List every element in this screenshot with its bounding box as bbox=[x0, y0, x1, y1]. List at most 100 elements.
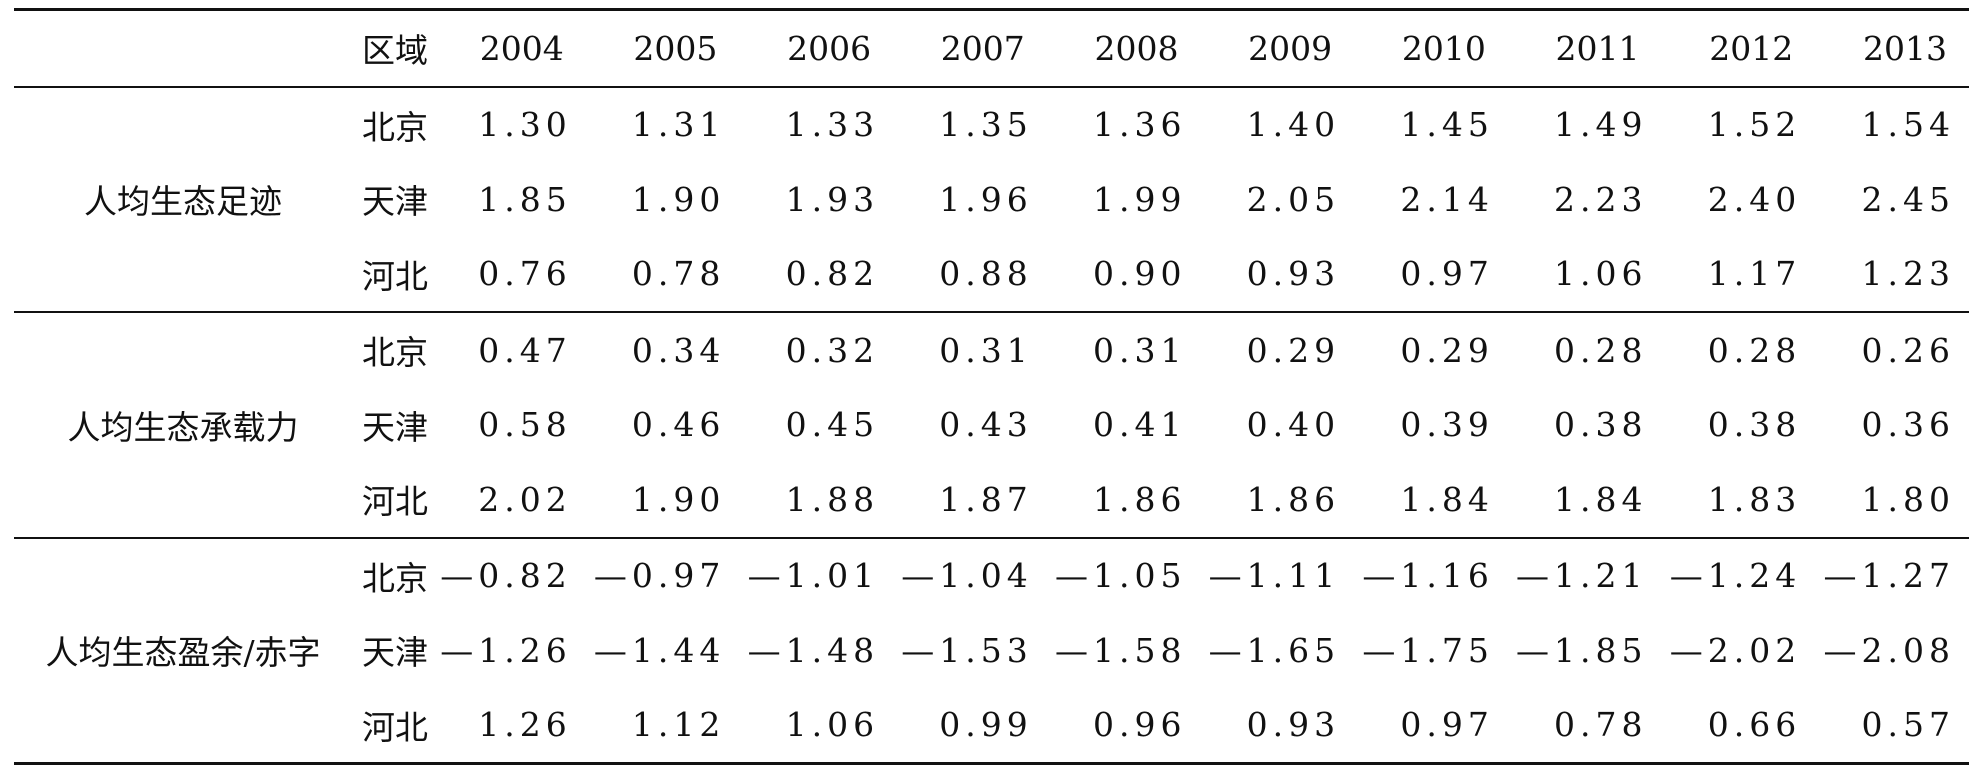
header-year: 2008 bbox=[1094, 28, 1179, 68]
value-cell: 0.90 bbox=[1092, 254, 1187, 294]
value-cell: 2.23 bbox=[1554, 179, 1648, 219]
value-cell: —1.27 bbox=[1823, 556, 1955, 596]
value-cell: 1.45 bbox=[1400, 105, 1494, 145]
region-cell: 天津 bbox=[362, 182, 429, 222]
value-cell: 1.87 bbox=[939, 479, 1033, 519]
value-cell: 1.86 bbox=[1246, 479, 1341, 519]
value-cell: 0.57 bbox=[1861, 705, 1955, 745]
value-cell: 0.26 bbox=[1861, 330, 1955, 370]
value-cell: —1.04 bbox=[901, 556, 1033, 596]
value-cell: —1.21 bbox=[1516, 556, 1648, 596]
value-cell: 1.80 bbox=[1861, 479, 1955, 519]
value-cell: 0.38 bbox=[1554, 405, 1648, 445]
value-cell: 0.28 bbox=[1707, 330, 1802, 370]
value-cell: 1.17 bbox=[1707, 254, 1802, 294]
group-label: 人均生态承载力 bbox=[67, 407, 299, 447]
value-cell: 0.43 bbox=[939, 405, 1033, 445]
value-cell: —1.85 bbox=[1516, 630, 1648, 670]
value-cell: 0.29 bbox=[1400, 330, 1494, 370]
region-cell: 河北 bbox=[362, 707, 429, 747]
value-cell: —1.16 bbox=[1362, 556, 1494, 596]
value-cell: 0.47 bbox=[478, 330, 572, 370]
table-header-row: 区域 2004 2005 2006 2007 2008 2009 2010 20… bbox=[14, 9, 1969, 87]
value-cell: 0.28 bbox=[1554, 330, 1648, 370]
value-cell: 1.40 bbox=[1246, 105, 1341, 145]
value-cell: —2.08 bbox=[1823, 630, 1955, 670]
value-cell: 0.66 bbox=[1707, 705, 1802, 745]
value-cell: 1.88 bbox=[785, 479, 880, 519]
region-cell: 河北 bbox=[362, 482, 429, 522]
value-cell: 1.30 bbox=[478, 105, 572, 145]
value-cell: 1.36 bbox=[1092, 105, 1187, 145]
value-cell: 1.84 bbox=[1400, 479, 1494, 519]
value-cell: —1.75 bbox=[1362, 630, 1494, 670]
value-cell: —1.01 bbox=[747, 556, 880, 596]
header-year: 2011 bbox=[1555, 28, 1640, 68]
value-cell: 1.86 bbox=[1092, 479, 1187, 519]
value-cell: 0.40 bbox=[1246, 405, 1341, 445]
region-cell: 天津 bbox=[362, 633, 429, 673]
value-cell: 0.29 bbox=[1246, 330, 1341, 370]
value-cell: 0.78 bbox=[631, 254, 726, 294]
value-cell: 0.34 bbox=[631, 330, 726, 370]
group-label: 人均生态盈余/赤字 bbox=[45, 633, 321, 673]
table-row: 人均生态承载力 北京 0.47 0.34 0.32 0.31 0.31 0.29 0.29 0.2… bbox=[14, 312, 1969, 447]
value-cell: 0.58 bbox=[478, 405, 572, 445]
value-cell: 1.96 bbox=[939, 179, 1033, 219]
value-cell: 2.40 bbox=[1707, 179, 1802, 219]
value-cell: 1.06 bbox=[785, 705, 880, 745]
value-cell: 0.38 bbox=[1707, 405, 1802, 445]
header-region: 区域 bbox=[362, 31, 429, 71]
table-row: 河北 0.76 0.78 0.82 0.88 0.90 0.93 0.97 1.06 1.17 1.… bbox=[14, 237, 1969, 312]
table-body: 人均生态足迹 北京 1.30 1.31 1.33 1.35 1.36 1.40 1.45 1.49… bbox=[14, 87, 1969, 764]
value-cell: 2.45 bbox=[1861, 179, 1955, 219]
value-cell: 1.90 bbox=[631, 479, 726, 519]
header-year: 2012 bbox=[1709, 28, 1794, 68]
value-cell: 0.88 bbox=[939, 254, 1033, 294]
value-cell: 1.90 bbox=[631, 179, 726, 219]
value-cell: 0.46 bbox=[631, 405, 726, 445]
value-cell: 0.31 bbox=[939, 330, 1033, 370]
value-cell: 2.02 bbox=[478, 479, 572, 519]
region-cell: 北京 bbox=[362, 107, 429, 147]
value-cell: 1.49 bbox=[1554, 105, 1648, 145]
table-row: 河北 2.02 1.90 1.88 1.87 1.86 1.86 1.84 1.84 1.83 1.… bbox=[14, 462, 1969, 538]
group-label: 人均生态足迹 bbox=[84, 182, 282, 222]
table-row: 人均生态盈余/赤字 北京 —0.82 —0.97 —1.01 —1.04 —1.05 —1.1… bbox=[14, 538, 1969, 672]
value-cell: 0.36 bbox=[1861, 405, 1955, 445]
value-cell: —1.26 bbox=[440, 630, 572, 670]
region-cell: 北京 bbox=[362, 333, 429, 373]
table-row: 天津 0.58 0.46 0.45 0.43 0.41 0.40 0.39 0.38 0.38 0.… bbox=[14, 388, 1969, 463]
value-cell: 1.26 bbox=[478, 705, 572, 745]
value-cell: 0.93 bbox=[1246, 705, 1341, 745]
header-year: 2007 bbox=[940, 28, 1025, 68]
value-cell: 1.93 bbox=[785, 179, 880, 219]
value-cell: 1.23 bbox=[1861, 254, 1955, 294]
header-year: 2013 bbox=[1863, 28, 1947, 68]
value-cell: 2.14 bbox=[1400, 179, 1494, 219]
header-year: 2009 bbox=[1248, 28, 1333, 68]
value-cell: 0.78 bbox=[1554, 705, 1648, 745]
region-cell: 天津 bbox=[362, 407, 429, 447]
value-cell: —2.02 bbox=[1669, 630, 1802, 670]
value-cell: —1.44 bbox=[593, 630, 726, 670]
table-row: 天津 —1.26 —1.44 —1.48 —1.53 —1.58 —1.65 —1.75 —1.… bbox=[14, 613, 1969, 688]
value-cell: 0.99 bbox=[939, 705, 1033, 745]
value-cell: 0.31 bbox=[1092, 330, 1187, 370]
value-cell: —1.05 bbox=[1054, 556, 1187, 596]
value-cell: 0.97 bbox=[1400, 254, 1494, 294]
header-year: 2010 bbox=[1401, 28, 1486, 68]
value-cell: 1.99 bbox=[1092, 179, 1187, 219]
value-cell: 0.45 bbox=[785, 405, 880, 445]
header-year: 2004 bbox=[479, 28, 564, 68]
value-cell: —1.48 bbox=[747, 630, 880, 670]
value-cell: —1.11 bbox=[1208, 556, 1341, 596]
value-cell: 2.05 bbox=[1246, 179, 1341, 219]
value-cell: 0.93 bbox=[1246, 254, 1341, 294]
value-cell: —0.82 bbox=[440, 556, 572, 596]
value-cell: —1.58 bbox=[1054, 630, 1187, 670]
value-cell: 1.31 bbox=[631, 105, 726, 145]
header-year: 2005 bbox=[633, 28, 718, 68]
table-row: 天津 1.85 1.90 1.93 1.96 1.99 2.05 2.14 2.23 2.40 2.… bbox=[14, 162, 1969, 237]
region-cell: 河北 bbox=[362, 256, 429, 296]
